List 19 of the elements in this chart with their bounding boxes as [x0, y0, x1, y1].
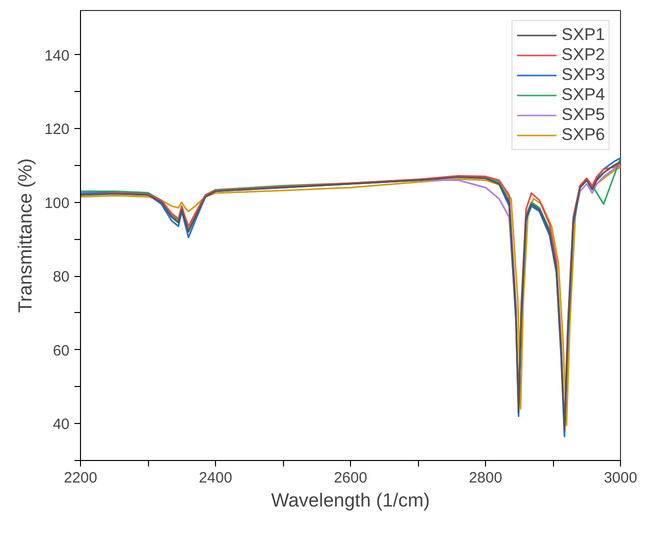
y-tick-label: 100 [44, 194, 70, 212]
x-tick-label: 2200 [64, 470, 98, 486]
legend-label: SXP4 [562, 85, 605, 105]
y-tick-label: 80 [52, 268, 70, 286]
x-tick-label: 2600 [334, 470, 368, 486]
x-axis-title: Wavelength (1/cm) [271, 490, 430, 512]
x-tick-label: 2800 [468, 470, 502, 486]
legend-label: SXP2 [562, 45, 605, 65]
legend-label: SXP1 [562, 25, 605, 45]
y-tick-label: 140 [44, 47, 70, 64]
legend-label: SXP5 [562, 105, 605, 125]
y-axis-title: Transmittance (%) [15, 158, 36, 313]
legend-label: SXP3 [562, 65, 605, 85]
y-tick-label: 60 [52, 342, 70, 360]
x-tick-label: 2400 [198, 470, 232, 486]
x-tick-label: 3000 [604, 470, 638, 486]
y-tick-label: 40 [52, 416, 70, 434]
legend-label: SXP6 [562, 125, 605, 145]
y-tick-label: 120 [44, 121, 70, 138]
